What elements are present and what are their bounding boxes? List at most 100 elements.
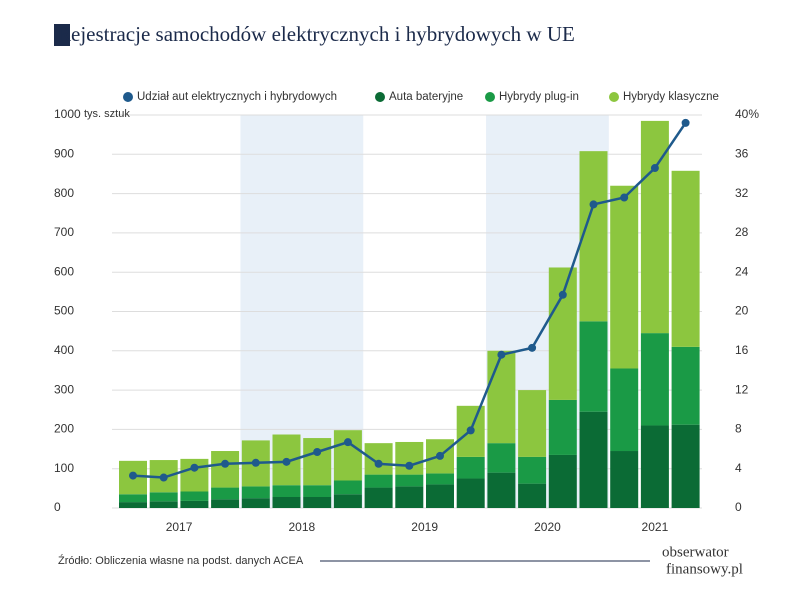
bar-segment [364,443,393,475]
y-tick-label: 400 [54,343,74,357]
bar-segment [303,438,332,486]
bar-segment [548,399,577,455]
y2-tick-label: 36 [735,146,749,160]
share-point [405,461,414,470]
legend-label: Udział aut elektrycznych i hybrydowych [137,91,337,103]
bar-segment [610,368,639,452]
legend-swatch [123,92,133,102]
x-tick-label: 2018 [288,520,315,534]
y-tick-label: 900 [54,146,74,160]
bar-segment [395,486,424,508]
share-point [313,447,322,456]
legend-label: Auta bateryjne [389,91,463,103]
share-point [528,343,537,352]
y-tick-label: 200 [54,422,74,436]
bar-segment [211,451,240,488]
y-tick-label: 0 [54,500,61,514]
bar-segment [364,474,393,488]
bar-segment [333,430,362,481]
share-point [282,457,291,466]
title-accent [54,24,70,46]
share-point [497,350,506,359]
bar-segment [303,485,332,497]
bar-segment [518,456,547,484]
y-tick-label: 600 [54,264,74,278]
bar-segment [211,499,240,508]
share-point [436,451,444,460]
y2-tick-label: 12 [735,382,749,396]
bar-segment [548,267,577,400]
y2-tick-label: 16 [735,343,749,357]
bar-segment [640,425,669,508]
share-point [374,459,383,468]
bar-segment [272,485,301,497]
bar-segment [364,487,393,508]
y2-tick-label: 20 [735,304,749,318]
bar-segment [333,494,362,508]
x-tick-label: 2019 [411,520,438,534]
bar-segment [487,443,516,473]
y2-tick-label: 40% [735,107,759,121]
y-tick-label: 100 [54,461,74,475]
share-point [589,200,598,209]
bar-segment [579,321,608,412]
legend-label: Hybrydy plug-in [499,91,579,103]
bar-segment [579,151,608,322]
x-tick-label: 2021 [642,520,669,534]
y-tick-label: 700 [54,225,74,239]
share-point [159,473,168,482]
y2-tick-label: 4 [735,461,742,475]
legend-swatch [609,92,619,102]
bar-segment [119,494,147,503]
bar-segment [671,424,700,508]
share-point [650,164,659,173]
chart-title: Rejestracje samochodów elektrycznych i h… [57,22,575,46]
bar-segment [640,333,669,426]
legend-label: Hybrydy klasyczne [623,91,719,103]
y2-tick-label: 24 [735,264,749,278]
share-point [681,118,690,127]
x-tick-label: 2017 [166,520,193,534]
bar-segment [149,492,178,502]
y2-tick-label: 8 [735,422,742,436]
share-point [343,438,352,447]
bar-segment [241,486,270,499]
x-tick-label: 2020 [534,520,561,534]
y-unit: tys. sztuk [84,108,130,120]
bar-segment [610,451,639,508]
bar-segment [671,170,700,347]
y-tick-label: 300 [54,382,74,396]
bar-segment [579,411,608,508]
bar-segment [333,480,362,495]
y-tick-label: 800 [54,186,74,200]
y-tick-label: 1000 [54,107,81,121]
bar-segment [518,390,547,457]
brand-top: obserwator [662,544,729,560]
share-point [466,426,475,435]
bar-segment [180,491,209,501]
bar-segment [119,502,147,508]
bar-segment [241,498,270,508]
bar-segment [426,484,454,508]
bar-segment [149,501,178,508]
y2-tick-label: 28 [735,225,749,239]
share-point [620,193,629,202]
bar-segment [487,350,516,444]
share-point [190,463,199,472]
bar-segment [395,474,424,487]
y-tick-label: 500 [54,304,74,318]
y2-tick-label: 32 [735,186,749,200]
bar-segment [426,473,454,485]
bar-segment [456,456,485,479]
bar-segment [487,472,516,508]
bar-segment [456,478,485,508]
brand-bottom: finansowy.pl [666,561,743,577]
bar-segment [303,496,332,508]
share-point [251,458,260,467]
bar-segment [518,483,547,508]
bar-segment [548,454,577,508]
legend-swatch [485,92,495,102]
bar-segment [180,500,209,508]
bar-segment [671,346,700,425]
